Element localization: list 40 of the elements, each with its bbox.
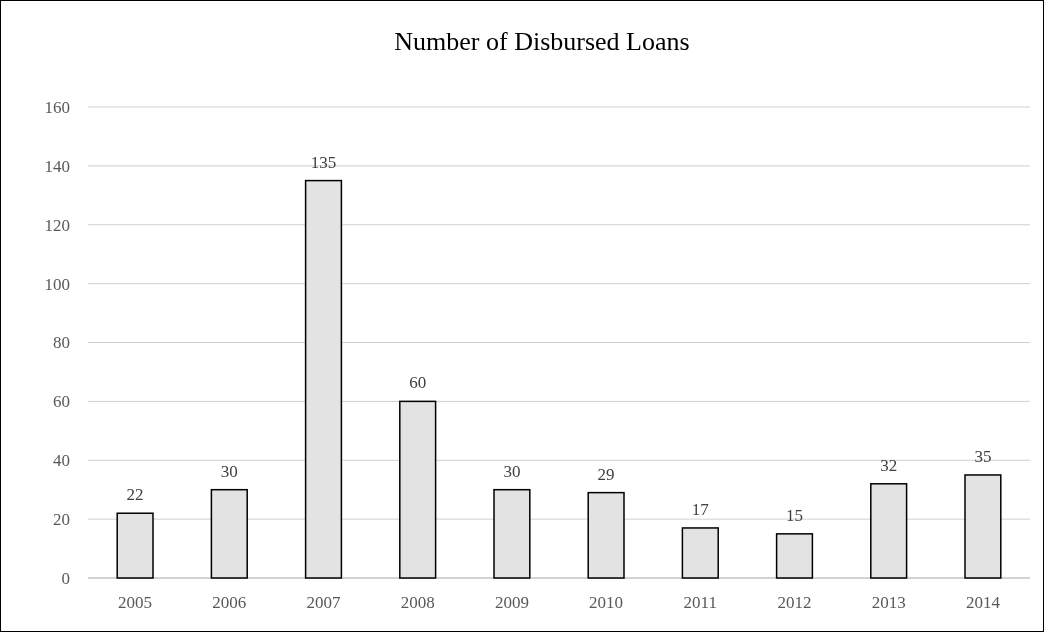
bar	[587, 491, 625, 579]
data-label: 29	[597, 464, 615, 484]
y-tick-label: 120	[44, 215, 70, 235]
data-label: 32	[880, 455, 898, 475]
data-label: 17	[691, 499, 710, 519]
y-tick-label: 60	[53, 392, 70, 412]
x-tick-label: 2011	[683, 593, 717, 612]
bar	[210, 488, 248, 579]
y-tick-label: 140	[44, 156, 70, 176]
x-tick-label: 2006	[212, 593, 247, 612]
x-tick-label: 2010	[589, 593, 624, 612]
y-tick-label: 0	[61, 568, 70, 588]
bar	[116, 512, 154, 579]
y-tick-label: 160	[44, 97, 70, 117]
data-label: 15	[786, 505, 803, 525]
x-tick-label: 2007	[306, 593, 341, 612]
x-tick-label: 2008	[400, 593, 435, 612]
x-tick-label: 2009	[494, 593, 529, 612]
data-label: 60	[409, 373, 427, 393]
x-tick-label: 2013	[871, 593, 906, 612]
data-label: 30	[503, 461, 521, 481]
y-tick-label: 20	[53, 510, 70, 530]
y-tick-label: 40	[53, 451, 70, 471]
bar	[681, 527, 719, 579]
bar	[870, 483, 908, 579]
bar	[493, 488, 531, 579]
data-label: 35	[974, 446, 992, 466]
chart-title: Number of Disbursed Loans	[394, 27, 690, 56]
data-label: 30	[220, 461, 238, 481]
bar	[399, 400, 437, 579]
data-label: 135	[310, 152, 337, 172]
bar	[304, 179, 343, 579]
y-tick-label: 80	[53, 333, 70, 353]
x-tick-label: 2014	[965, 593, 1001, 612]
x-tick-label: 2012	[777, 593, 812, 612]
bar	[964, 474, 1002, 579]
x-tick-label: 2005	[118, 593, 153, 612]
y-tick-label: 100	[44, 274, 70, 294]
bar	[775, 533, 814, 579]
data-label: 22	[126, 485, 144, 505]
